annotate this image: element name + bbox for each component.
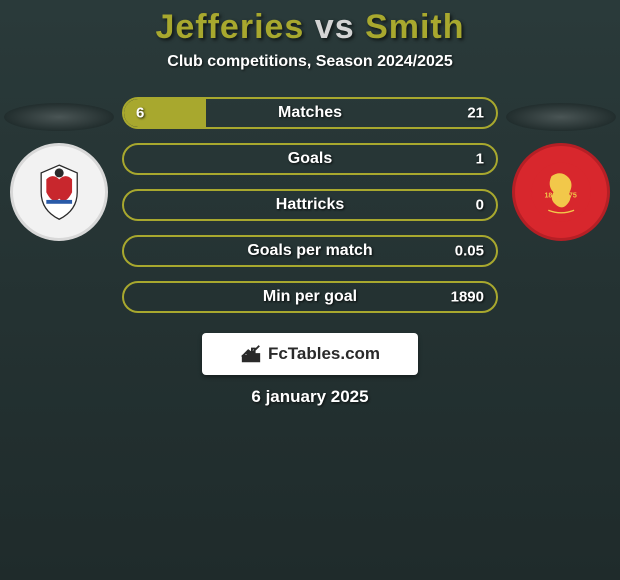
stat-bar: Min per goal 1890 bbox=[122, 281, 498, 313]
stat-label: Min per goal bbox=[263, 288, 357, 306]
page-title: Jefferies vs Smith bbox=[0, 8, 620, 47]
crest-icon: 18 75 bbox=[529, 160, 593, 224]
stat-right-value: 0 bbox=[476, 197, 484, 214]
stat-bar: Goals 1 bbox=[122, 143, 498, 175]
subtitle: Club competitions, Season 2024/2025 bbox=[0, 53, 620, 71]
player2-stand bbox=[506, 103, 616, 131]
stat-right-value: 1890 bbox=[451, 289, 484, 306]
left-side bbox=[4, 97, 114, 241]
team1-crest bbox=[10, 143, 108, 241]
stat-label: Goals per match bbox=[247, 242, 372, 260]
stat-label: Goals bbox=[288, 150, 332, 168]
svg-text:18: 18 bbox=[544, 191, 552, 199]
stat-label: Hattricks bbox=[276, 196, 344, 214]
date-text: 6 january 2025 bbox=[0, 387, 620, 407]
stat-bar: Goals per match 0.05 bbox=[122, 235, 498, 267]
stat-left-value: 6 bbox=[136, 105, 144, 122]
comparison-row: 6 Matches 21 Goals 1 Hattricks 0 Goals per matc… bbox=[0, 97, 620, 327]
right-side: 18 75 bbox=[506, 97, 616, 241]
team2-crest: 18 75 bbox=[512, 143, 610, 241]
crest-icon bbox=[27, 160, 91, 224]
stat-bar: Hattricks 0 bbox=[122, 189, 498, 221]
stat-label: Matches bbox=[278, 104, 342, 122]
stat-right-value: 0.05 bbox=[455, 243, 484, 260]
svg-text:75: 75 bbox=[569, 191, 577, 199]
player1-stand bbox=[4, 103, 114, 131]
stat-right-value: 21 bbox=[467, 105, 484, 122]
stat-bars: 6 Matches 21 Goals 1 Hattricks 0 Goals per matc… bbox=[114, 97, 506, 327]
stat-right-value: 1 bbox=[476, 151, 484, 168]
chart-icon bbox=[240, 343, 262, 365]
stat-bar: 6 Matches 21 bbox=[122, 97, 498, 129]
player1-name: Jefferies bbox=[155, 8, 304, 46]
watermark-text: FcTables.com bbox=[268, 344, 380, 364]
watermark[interactable]: FcTables.com bbox=[202, 333, 418, 375]
vs-text: vs bbox=[315, 8, 355, 46]
player2-name: Smith bbox=[365, 8, 464, 46]
